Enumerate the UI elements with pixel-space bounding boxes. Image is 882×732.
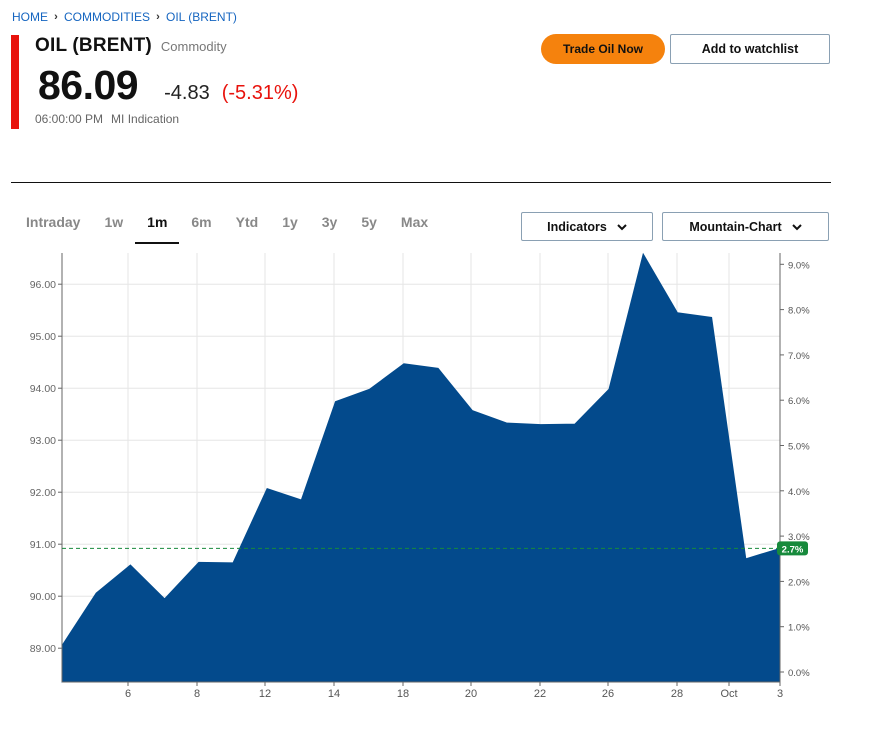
reference-badge [777,541,808,556]
indicators-dropdown[interactable]: Indicators [521,212,653,241]
y-tick-label: 89.00 [30,643,56,655]
y-tick-label: 90.00 [30,591,56,603]
price-area [61,252,781,683]
price-change: -4.83 [164,82,210,104]
y-tick-label: 95.00 [30,331,56,343]
pct-tick-label: 2.0% [788,577,810,588]
tab-max[interactable]: Max [400,214,429,230]
breadcrumb-oil-brent[interactable]: OIL (BRENT) [166,10,237,24]
breadcrumb-home[interactable]: HOME [12,10,48,24]
chevron-right-icon: › [156,11,160,23]
y-tick-label: 92.00 [30,487,56,499]
x-tick-label: 28 [671,688,683,700]
tab-1w[interactable]: 1w [104,214,124,230]
pct-tick-label: 6.0% [788,396,810,407]
instrument-title: OIL (BRENT) [35,35,152,56]
tab-3y[interactable]: 3y [321,214,338,230]
trade-oil-button[interactable]: Trade Oil Now [541,34,665,64]
instrument-type: Commodity [160,39,227,54]
x-tick-label: 14 [328,688,340,700]
last-price: 86.09 [38,62,139,108]
tab-1y[interactable]: 1y [282,214,298,230]
y-tick-label: 91.00 [30,539,56,551]
x-tick-label: 6 [125,688,131,700]
price-chart[interactable]: 89.00 90.00 91.00 92.00 93.00 94.00 95.00 96.00… [0,250,882,732]
tab-6m[interactable]: 6m [191,214,212,230]
price-change-percent: (-5.31%) [221,82,299,104]
quote-meta: 06:00:00 PM MI Indication [35,112,179,126]
tab-5y[interactable]: 5y [361,214,377,230]
x-tick-label: 20 [465,688,477,700]
x-tick-label: 26 [602,688,614,700]
range-tabs: Intraday 1w 1m 6m Ytd 1y 3y 5y Max [14,212,440,244]
pct-tick-label: 7.0% [788,351,810,362]
quote-source: MI Indication [111,112,180,126]
header-divider [11,182,831,183]
breadcrumb-commodities[interactable]: COMMODITIES [64,10,150,24]
chevron-down-icon [791,223,802,230]
tab-1m[interactable]: 1m [135,212,180,244]
instrument-title-row: OIL (BRENT) Commodity [35,35,227,57]
pct-tick-label: 0.0% [788,668,810,679]
chart-type-dropdown[interactable]: Mountain-Chart [662,212,829,241]
y-tick-label: 94.00 [30,383,56,395]
accent-bar [11,35,19,129]
y-tick-label: 93.00 [30,435,56,447]
add-to-watchlist-button[interactable]: Add to watchlist [670,34,830,64]
x-tick-label: 12 [259,688,271,700]
reference-badge-label: 2.7% [782,544,804,555]
pct-tick-label: 3.0% [788,532,810,543]
x-tick-label: 3 [777,688,783,700]
pct-tick-label: 8.0% [788,306,810,317]
x-tick-label: 8 [194,688,200,700]
x-tick-label: 22 [534,688,546,700]
chevron-right-icon: › [54,11,58,23]
price-row: 86.09 -4.83 (-5.31%) [38,62,298,109]
pct-tick-label: 1.0% [788,623,810,634]
quote-time: 06:00:00 PM [35,112,104,126]
pct-tick-label: 9.0% [788,260,810,271]
pct-tick-label: 4.0% [788,487,810,498]
indicators-label: Indicators [547,219,607,234]
x-tick-label: Oct [720,688,737,700]
chart-type-label: Mountain-Chart [689,219,782,234]
chevron-down-icon [617,223,627,230]
y-tick-label: 96.00 [30,279,56,291]
x-tick-label: 18 [397,688,409,700]
tab-ytd[interactable]: Ytd [235,214,259,230]
pct-tick-label: 5.0% [788,442,810,453]
tab-intraday[interactable]: Intraday [26,214,81,230]
breadcrumb: HOME › COMMODITIES › OIL (BRENT) [12,10,237,24]
